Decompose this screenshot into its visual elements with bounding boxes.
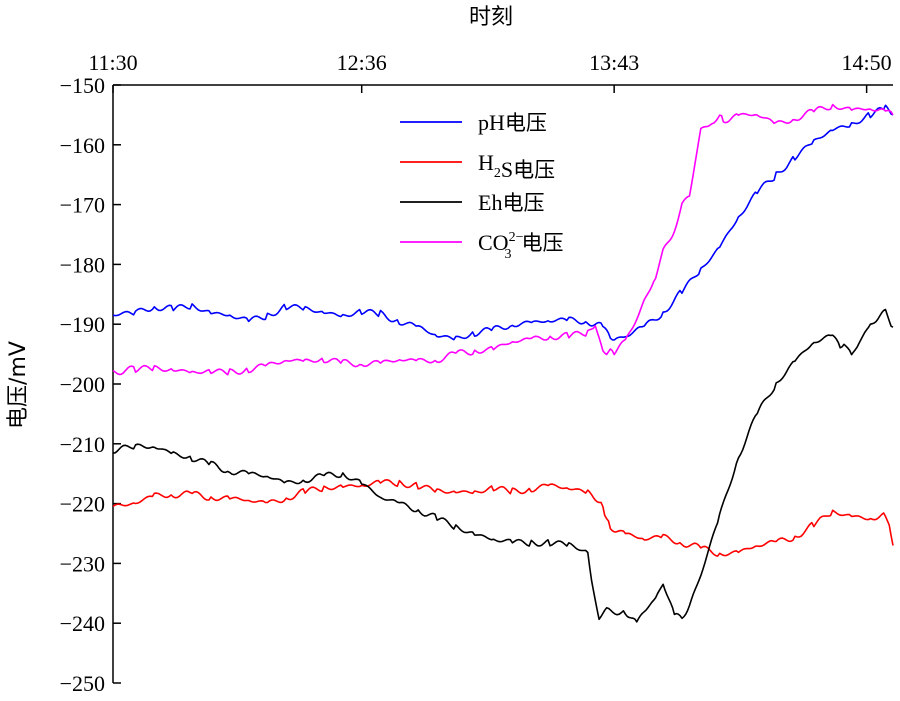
x-tick-label: 14:50: [842, 50, 892, 75]
y-tick-label: −210: [60, 432, 105, 457]
y-tick-label: −170: [60, 193, 105, 218]
y-tick-label: −230: [60, 551, 105, 576]
y-tick-label: −250: [60, 671, 105, 696]
series-line-1: [112, 104, 894, 341]
series-line-2: [112, 478, 894, 557]
series-line-3: [112, 308, 894, 623]
x-tick-label: 11:30: [88, 50, 137, 75]
legend-label: CO2− 3 电压: [478, 230, 563, 262]
y-tick-label: −220: [60, 492, 105, 517]
y-tick-label: −160: [60, 133, 105, 158]
y-tick-label: −200: [60, 372, 105, 397]
chart-legend: pH电压 H2S电压 Eh电压 CO2− 3 电压: [400, 110, 563, 262]
plot-area: [112, 103, 894, 623]
legend-label: H2S电压: [478, 150, 555, 182]
y-tick-label: −240: [60, 611, 105, 636]
y-tick-label: −190: [60, 312, 105, 337]
chart-axes: −150 −160 −170 −180 −190 −200 −210 −220 −230 −240…: [60, 50, 893, 696]
y-tick-label: −180: [60, 252, 105, 277]
legend-label: pH电压: [478, 110, 547, 135]
y-tick-label: −150: [60, 73, 105, 98]
x-tick-label: 13:43: [589, 50, 639, 75]
x-axis-title: 时刻: [469, 5, 513, 30]
y-axis-title: 电压/mV: [6, 341, 31, 429]
legend-label: Eh电压: [478, 190, 544, 215]
series-line-4: [112, 103, 894, 376]
x-tick-label: 12:36: [337, 50, 387, 75]
